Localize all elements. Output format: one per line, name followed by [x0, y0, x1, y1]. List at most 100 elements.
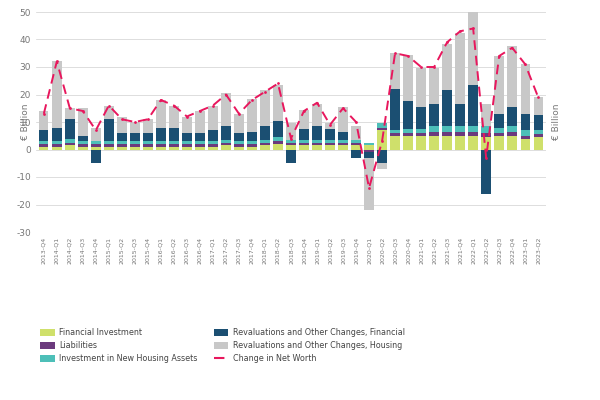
Bar [455, 136, 465, 150]
Bar [313, 126, 322, 140]
Bar [234, 144, 244, 147]
Bar [469, 0, 478, 85]
Bar [299, 129, 308, 140]
Bar [403, 101, 413, 129]
Bar [234, 147, 244, 150]
Y-axis label: € Billion: € Billion [551, 104, 560, 140]
Bar [508, 107, 517, 126]
Bar [156, 144, 166, 147]
Bar [416, 68, 426, 107]
Bar [260, 140, 269, 143]
Bar [481, 104, 491, 126]
Bar [130, 144, 140, 147]
Bar [521, 138, 530, 150]
Bar [78, 144, 88, 147]
Bar [403, 136, 413, 150]
Bar [52, 128, 62, 141]
Bar [469, 132, 478, 136]
Bar [182, 116, 191, 133]
Bar [65, 138, 74, 143]
Bar [182, 133, 191, 141]
Bar [208, 141, 218, 144]
Bar [274, 141, 283, 144]
Bar [364, 145, 374, 150]
Bar [391, 130, 400, 133]
Bar [364, 143, 374, 145]
Bar [325, 143, 335, 145]
Bar [494, 128, 504, 133]
Bar [352, 145, 361, 150]
Bar [104, 141, 113, 144]
Bar [494, 114, 504, 128]
Bar [195, 133, 205, 141]
Bar [221, 126, 230, 140]
Bar [221, 145, 230, 150]
Bar [39, 141, 49, 144]
Bar [182, 144, 191, 147]
Bar [91, 147, 101, 150]
Bar [377, 163, 387, 169]
Bar [377, 128, 387, 130]
Bar [65, 145, 74, 150]
Bar [352, 140, 361, 143]
Bar [169, 106, 179, 128]
Bar [78, 108, 88, 136]
Bar [208, 144, 218, 147]
Bar [455, 104, 465, 126]
Bar [208, 147, 218, 150]
Bar [182, 147, 191, 150]
Bar [508, 46, 517, 107]
Legend: Financial Investment, Liabilities, Investment in New Housing Assets, Revaluation: Financial Investment, Liabilities, Inves… [40, 328, 405, 364]
Bar [143, 144, 152, 147]
Bar [533, 115, 543, 130]
Bar [442, 126, 452, 132]
Bar [299, 145, 308, 150]
Bar [299, 140, 308, 143]
Bar [91, 150, 101, 163]
Bar [391, 133, 400, 136]
Bar [286, 145, 296, 150]
Bar [352, 126, 361, 140]
Bar [52, 62, 62, 128]
Bar [286, 140, 296, 143]
Bar [39, 130, 49, 141]
Bar [39, 144, 49, 147]
Bar [286, 150, 296, 163]
Bar [481, 126, 491, 133]
Bar [338, 132, 348, 140]
Bar [156, 147, 166, 150]
Bar [442, 132, 452, 136]
Bar [208, 106, 218, 130]
Bar [521, 136, 530, 138]
Bar [364, 150, 374, 152]
Bar [182, 141, 191, 144]
Bar [481, 150, 491, 194]
Bar [143, 147, 152, 150]
Bar [403, 55, 413, 101]
Bar [391, 136, 400, 150]
Bar [352, 143, 361, 145]
Bar [39, 147, 49, 150]
Bar [338, 143, 348, 145]
Bar [352, 150, 361, 158]
Bar [481, 133, 491, 137]
Bar [430, 136, 439, 150]
Bar [274, 144, 283, 150]
Bar [364, 158, 374, 210]
Bar [104, 119, 113, 141]
Bar [195, 144, 205, 147]
Bar [403, 133, 413, 136]
Bar [325, 129, 335, 140]
Bar [130, 122, 140, 133]
Bar [195, 111, 205, 133]
Bar [442, 44, 452, 90]
Bar [325, 123, 335, 129]
Bar [455, 126, 465, 132]
Bar [403, 129, 413, 133]
Bar [313, 143, 322, 145]
Bar [430, 132, 439, 136]
Bar [442, 90, 452, 126]
Bar [247, 99, 257, 132]
Bar [416, 133, 426, 136]
Bar [91, 141, 101, 144]
